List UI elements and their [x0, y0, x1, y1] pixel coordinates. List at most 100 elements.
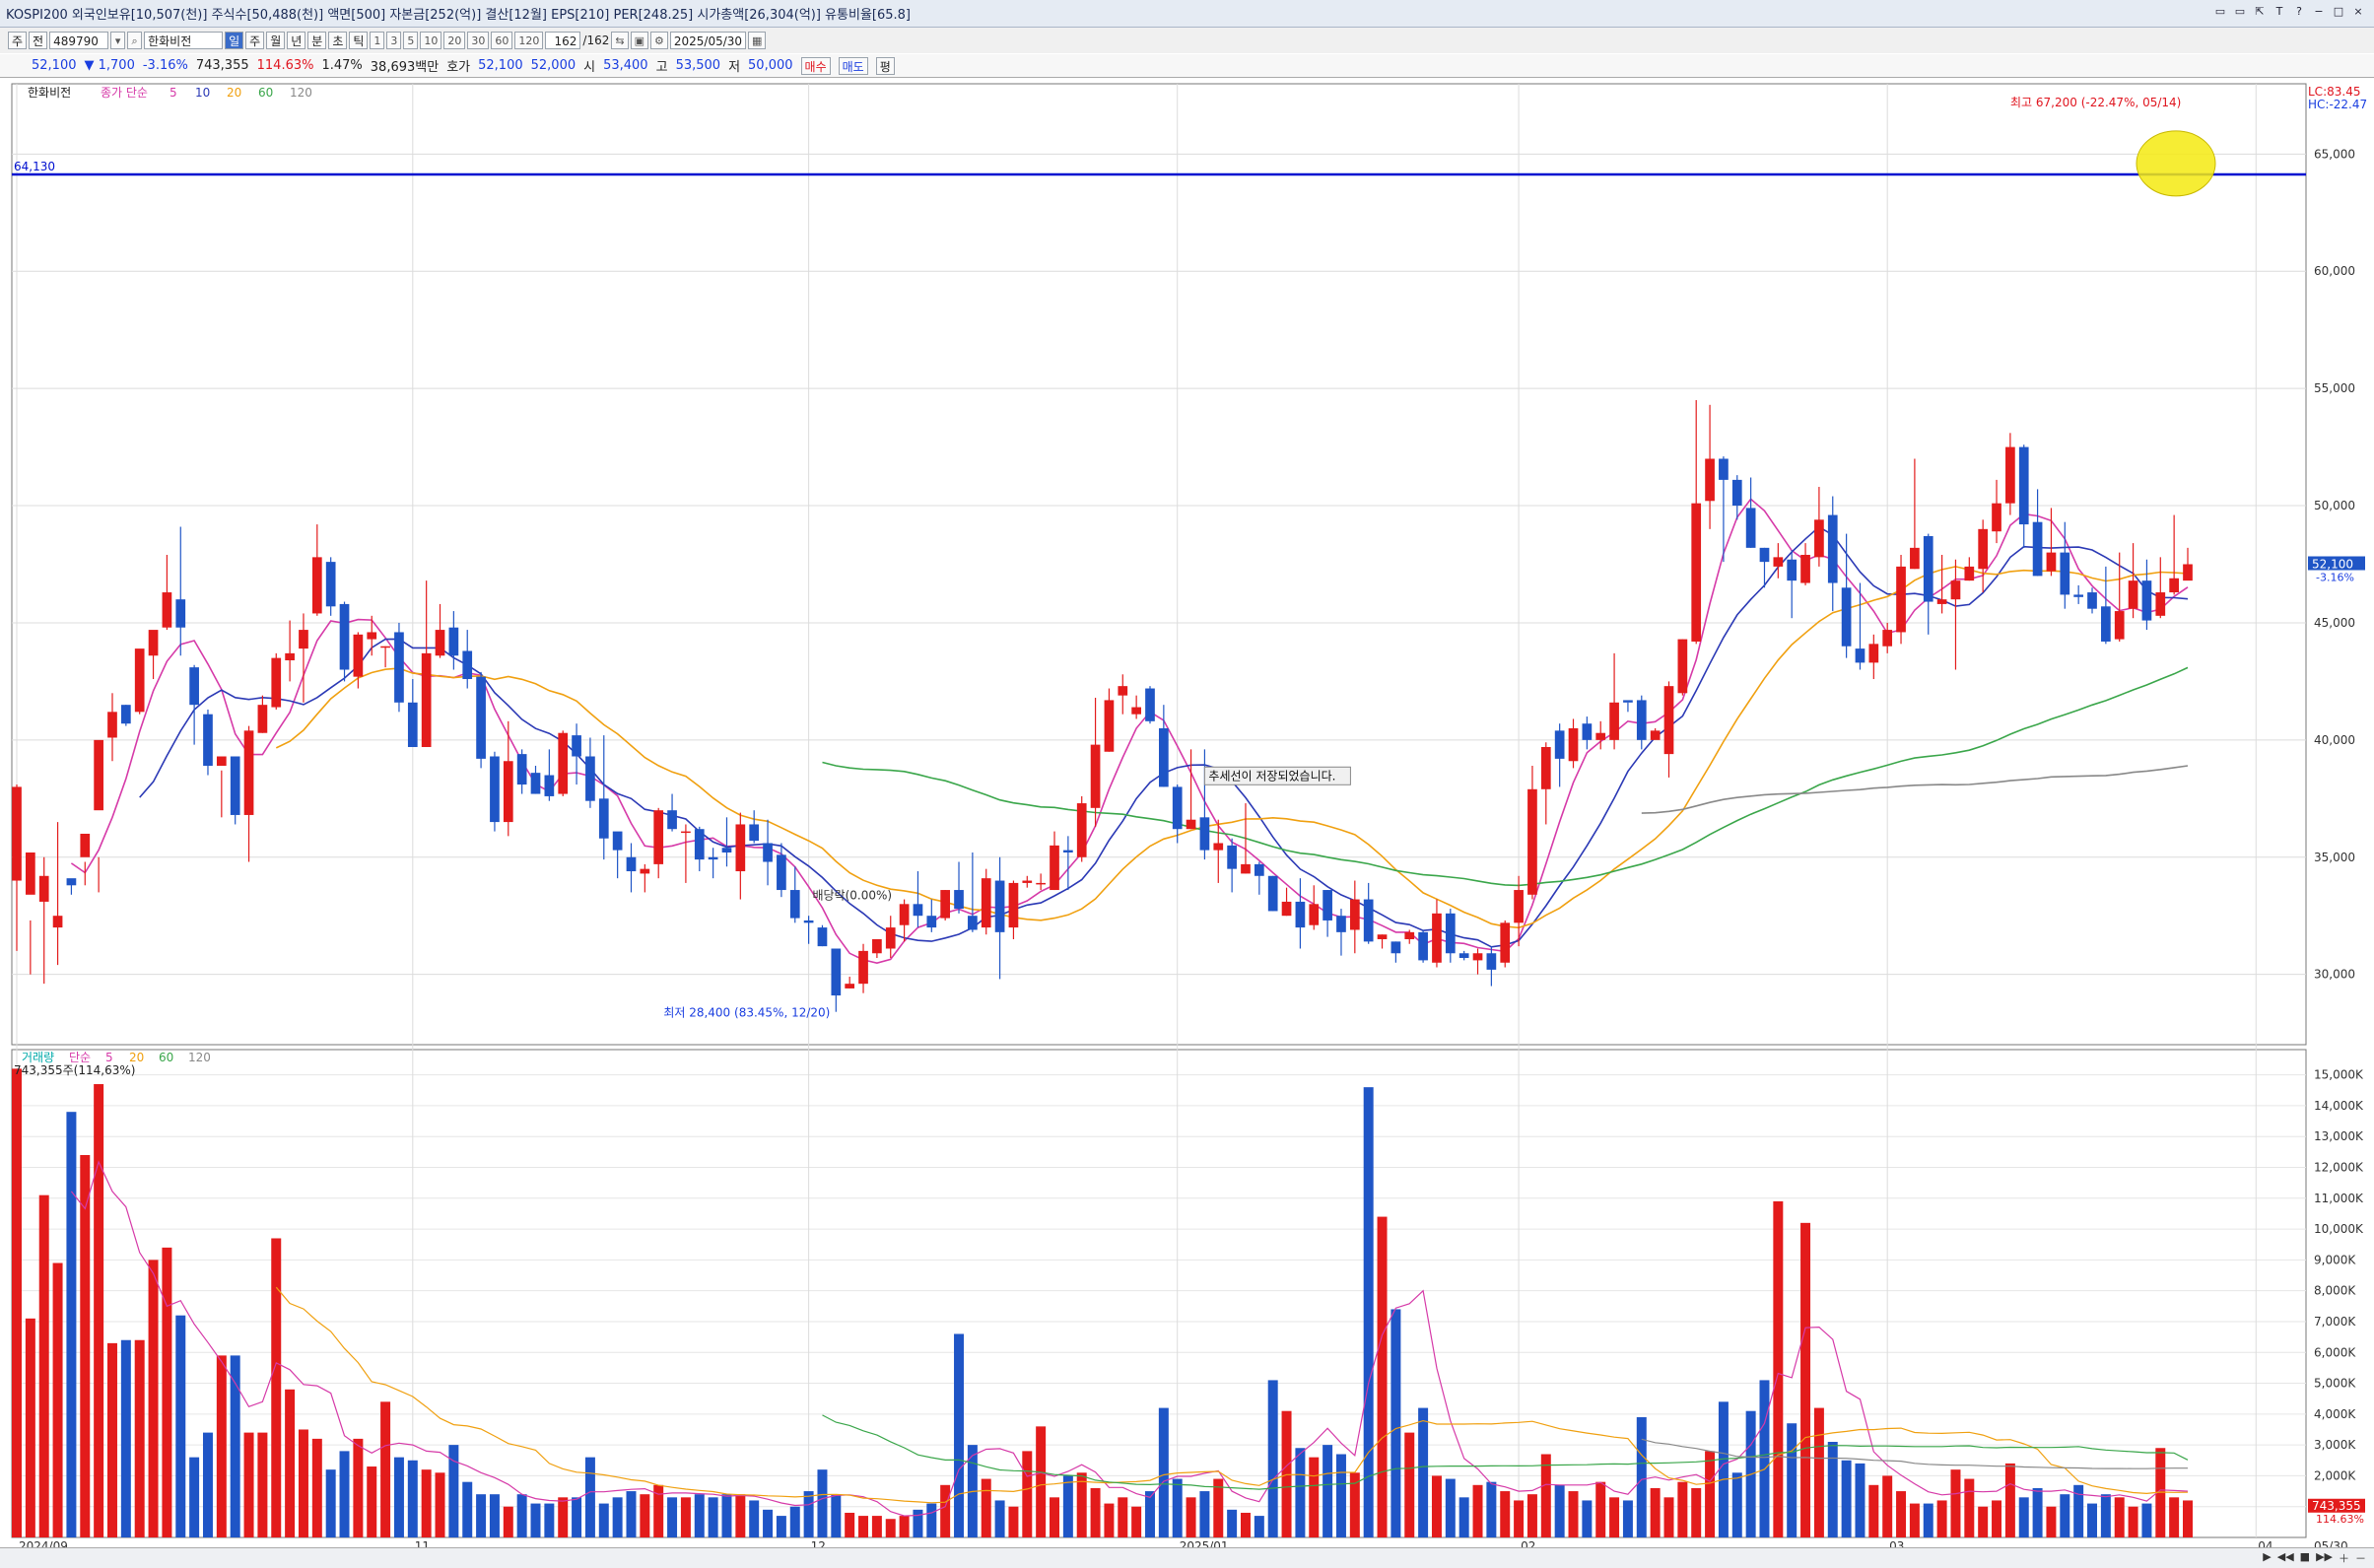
interval-1[interactable]: 1 [370, 32, 385, 49]
period-tick[interactable]: 틱 [349, 32, 369, 49]
volume-tick-label: 9,000K [2314, 1253, 2356, 1266]
volume-bar [1323, 1445, 1333, 1537]
rewind-icon[interactable]: ◀◀ [2276, 1550, 2294, 1563]
stop-icon[interactable]: ■ [2299, 1550, 2311, 1563]
minimize-icon[interactable]: − [2314, 5, 2324, 18]
volume-legend-item: 120 [188, 1051, 211, 1064]
date-input[interactable]: 2025/05/30 [669, 32, 747, 49]
interval-5[interactable]: 5 [403, 32, 419, 49]
zoom-out-icon[interactable]: － [2355, 1552, 2366, 1565]
candle-body [1254, 863, 1264, 876]
market-tab[interactable]: 주 [8, 32, 28, 49]
eval-button[interactable]: 평 [875, 56, 895, 75]
candle-body [2128, 580, 2138, 609]
candle-body [1500, 922, 1511, 963]
forward-icon[interactable]: ▶▶ [2316, 1550, 2333, 1563]
stock-chart[interactable]: 30,000 35,000 40,000 45,000 50,000 55,000 60,0… [0, 79, 2374, 1547]
candle-body [954, 890, 964, 910]
sell-button[interactable]: 매도 [838, 56, 868, 75]
play-icon[interactable]: ▶ [2263, 1550, 2272, 1563]
volume-bar [1472, 1484, 1483, 1537]
period-month[interactable]: 월 [266, 32, 286, 49]
volume-bar [1609, 1497, 1620, 1537]
volume-bar [325, 1469, 336, 1537]
volume-bar [1254, 1516, 1264, 1537]
buy-button[interactable]: 매수 [800, 56, 831, 75]
volume-bar [1978, 1506, 1989, 1537]
volume-bar [1759, 1380, 1770, 1537]
interval-30[interactable]: 30 [467, 32, 490, 49]
candle-body [694, 829, 705, 860]
period-year[interactable]: 년 [287, 32, 306, 49]
candle-body [1964, 566, 1975, 581]
popout-icon[interactable]: ⇱ [2255, 5, 2265, 18]
font-icon[interactable]: T [2275, 5, 2283, 18]
volume-bar [503, 1506, 513, 1537]
candle-body [134, 648, 145, 713]
volume-bar [2046, 1506, 2057, 1537]
price-change: ▼ 1,700 [84, 58, 135, 73]
volume-bar [1418, 1407, 1429, 1537]
volume-bar [1731, 1472, 1742, 1537]
window-controls: ▭ ▭ ⇱ T ? − □ × [2212, 4, 2366, 20]
candle-body [530, 773, 541, 794]
candle-body [2183, 564, 2193, 581]
candle-body [1186, 819, 1196, 830]
candle-body [1104, 700, 1115, 752]
candle-body [749, 824, 760, 842]
volume-bar [708, 1497, 718, 1537]
candle-body [1992, 503, 2001, 532]
period-second[interactable]: 초 [328, 32, 348, 49]
volume-bar [1227, 1509, 1238, 1537]
search-icon[interactable]: ⌕ [127, 32, 143, 49]
volume-bar [1691, 1487, 1702, 1537]
volume-bar [1622, 1500, 1633, 1537]
save-icon[interactable]: ▣ [630, 32, 648, 49]
candle-body [503, 761, 513, 823]
interval-20[interactable]: 20 [443, 32, 466, 49]
period-day[interactable]: 일 [225, 32, 244, 49]
count-input[interactable]: 162 [545, 32, 581, 49]
calendar-icon[interactable]: ▦ [748, 32, 767, 49]
gear-icon[interactable]: ⚙ [650, 32, 668, 49]
volume-bar [1992, 1500, 2002, 1537]
volume-bar [1650, 1487, 1661, 1537]
date-tick-label: 11 [415, 1539, 430, 1547]
all-tab[interactable]: 전 [29, 32, 48, 49]
period-week[interactable]: 주 [245, 32, 265, 49]
volume-bar [367, 1466, 377, 1537]
close-icon[interactable]: × [2353, 5, 2363, 18]
stock-name-field[interactable]: 한화비전 [144, 32, 224, 49]
price-tick-label: 35,000 [2314, 851, 2355, 864]
zoom-in-icon[interactable]: ＋ [2339, 1552, 2349, 1565]
candle-body [2032, 521, 2043, 577]
volume-bar [1390, 1309, 1401, 1537]
period-minute[interactable]: 분 [307, 32, 327, 49]
price-tick-label: 40,000 [2314, 733, 2355, 747]
candle-body [1882, 630, 1893, 647]
volume-bar [1964, 1478, 1975, 1537]
restore-icon[interactable]: ▭ [2214, 5, 2226, 18]
window-title: KOSPI200 외국인보유[10,507(천)] 주식수[50,488(천)]… [6, 8, 911, 23]
interval-3[interactable]: 3 [386, 32, 402, 49]
price-tick-label: 55,000 [2314, 381, 2355, 395]
candle-body [1199, 817, 1210, 851]
dropdown-icon[interactable]: ▾ [110, 32, 126, 49]
volume-bar [2169, 1497, 2180, 1537]
tile-icon[interactable]: ▭ [2234, 5, 2246, 18]
candle-body [1773, 557, 1784, 567]
maximize-icon[interactable]: □ [2333, 5, 2344, 18]
interval-120[interactable]: 120 [514, 32, 544, 49]
volume-bar [845, 1512, 855, 1537]
volume-bar [2032, 1487, 2043, 1537]
interval-60[interactable]: 60 [491, 32, 513, 49]
volume-bar [1349, 1472, 1360, 1537]
zoom-icon[interactable]: ⇆ [611, 32, 629, 49]
stock-code-input[interactable]: 489790 [49, 32, 109, 49]
volume-bar [489, 1494, 500, 1537]
help-icon[interactable]: ? [2296, 5, 2302, 18]
interval-10[interactable]: 10 [420, 32, 442, 49]
volume-bar [1554, 1484, 1565, 1537]
candle-body [162, 592, 172, 628]
price-tag: 52,100 [2312, 558, 2353, 572]
